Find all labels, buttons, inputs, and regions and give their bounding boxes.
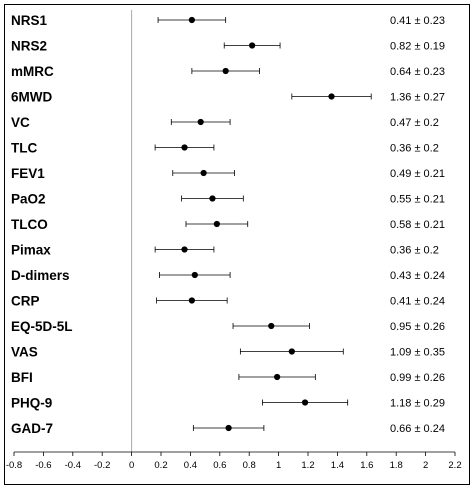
x-tick-label: 0.8	[243, 460, 256, 471]
row-value-text: 0.58 ± 0.21	[390, 219, 445, 231]
mean-point	[213, 220, 220, 228]
mean-point	[200, 169, 207, 177]
mean-point	[197, 118, 204, 126]
mean-point	[328, 93, 335, 100]
x-tick-label: -0.4	[65, 460, 81, 471]
x-axis: -0.8 -0.6 -0.4 -0.2 0 0.2 0.4 0.6 0.8 1 1.2 1.4 1.6 1…	[6, 451, 462, 471]
row-value-text: 0.47 ± 0.2	[390, 117, 439, 129]
forest-row: 6MWD 1.36 ± 0.27	[11, 90, 445, 105]
row-value-text: 0.36 ± 0.2	[390, 143, 439, 155]
forest-row: BFI 0.99 ± 0.26	[11, 370, 445, 385]
row-label: NRS2	[11, 39, 47, 54]
row-value-text: 0.95 ± 0.26	[390, 321, 445, 333]
mean-point	[181, 246, 188, 253]
forest-row: NRS2 0.82 ± 0.19	[11, 39, 445, 54]
row-label: PHQ-9	[11, 396, 52, 411]
rows-group: NRS1 0.41 ± 0.23 NRS2 0.82 ± 0.19 mMRC 0.64 ±…	[11, 13, 445, 436]
mean-point	[274, 373, 281, 381]
row-label: TLCO	[11, 217, 48, 232]
row-label: VAS	[11, 345, 38, 360]
forest-row: PHQ-9 1.18 ± 0.29	[11, 396, 445, 411]
mean-point	[268, 322, 275, 330]
forest-row: EQ-5D-5L 0.95 ± 0.26	[11, 319, 445, 334]
row-value-text: 0.82 ± 0.19	[390, 41, 445, 53]
mean-point	[288, 348, 295, 355]
forest-row: TLCO 0.58 ± 0.21	[11, 217, 445, 232]
x-tick-label: 1.2	[301, 460, 314, 471]
row-label: 6MWD	[11, 90, 52, 105]
mean-point	[181, 144, 188, 151]
row-label: Pimax	[11, 243, 51, 258]
x-tick-label: 0.6	[213, 460, 226, 471]
row-label: EQ-5D-5L	[11, 319, 73, 334]
x-tick-label: 1	[276, 460, 281, 471]
row-value-text: 1.36 ± 0.27	[390, 92, 445, 104]
row-value-text: 1.09 ± 0.35	[390, 347, 445, 359]
forest-row: TLC 0.36 ± 0.2	[11, 141, 439, 156]
mean-point	[225, 424, 232, 432]
mean-point	[222, 67, 229, 75]
forest-row: VAS 1.09 ± 0.35	[11, 345, 445, 360]
mean-point	[188, 297, 195, 304]
row-label: D-dimers	[11, 268, 70, 283]
mean-point	[301, 399, 309, 406]
row-value-text: 0.43 ± 0.24	[390, 270, 445, 282]
x-tick-label: 0.4	[184, 460, 197, 471]
forest-row: mMRC 0.64 ± 0.23	[11, 64, 445, 79]
forest-row: GAD-7 0.66 ± 0.24	[11, 421, 445, 436]
row-value-text: 0.41 ± 0.24	[390, 296, 445, 308]
row-label: PaO2	[11, 192, 46, 207]
row-label: TLC	[11, 141, 37, 156]
row-label: NRS1	[11, 13, 48, 28]
row-value-text: 0.64 ± 0.23	[390, 66, 445, 78]
chart-frame	[4, 4, 470, 485]
row-label: VC	[11, 115, 30, 130]
row-label: CRP	[11, 294, 40, 309]
x-tick-label: -0.6	[35, 460, 51, 471]
x-tick-label: -0.2	[94, 460, 110, 471]
forest-row: CRP 0.41 ± 0.24	[11, 294, 445, 309]
mean-point	[188, 16, 195, 24]
row-value-text: 0.99 ± 0.26	[390, 372, 445, 384]
forest-row: D-dimers 0.43 ± 0.24	[11, 268, 445, 283]
x-tick-label: 2.2	[448, 460, 461, 471]
forest-row: FEV1 0.49 ± 0.21	[11, 166, 445, 181]
x-tick-label: 0.2	[154, 460, 167, 471]
forest-row: VC 0.47 ± 0.2	[11, 115, 439, 130]
x-tick-label: 1.6	[360, 460, 373, 471]
mean-point	[191, 271, 198, 279]
x-tick-label: 1.4	[331, 460, 344, 471]
row-value-text: 0.66 ± 0.24	[390, 423, 445, 435]
x-tick-label: -0.8	[6, 460, 22, 471]
row-label: FEV1	[11, 166, 45, 181]
x-tick-label: 0	[129, 460, 134, 471]
x-tick-label: 1.8	[390, 460, 403, 471]
row-value-text: 0.36 ± 0.2	[390, 245, 439, 257]
mean-point	[249, 42, 256, 49]
row-value-text: 1.18 ± 0.29	[390, 398, 445, 410]
row-label: BFI	[11, 370, 33, 385]
row-value-text: 0.49 ± 0.21	[390, 168, 445, 180]
mean-point	[209, 195, 216, 202]
forest-row: PaO2 0.55 ± 0.21	[11, 192, 445, 207]
forest-row: NRS1 0.41 ± 0.23	[11, 13, 445, 28]
x-tick-label: 2	[423, 460, 428, 471]
row-label: GAD-7	[11, 421, 53, 436]
row-value-text: 0.55 ± 0.21	[390, 194, 445, 206]
row-label: mMRC	[11, 64, 54, 79]
row-value-text: 0.41 ± 0.23	[390, 15, 445, 27]
forest-row: Pimax 0.36 ± 0.2	[11, 243, 439, 258]
